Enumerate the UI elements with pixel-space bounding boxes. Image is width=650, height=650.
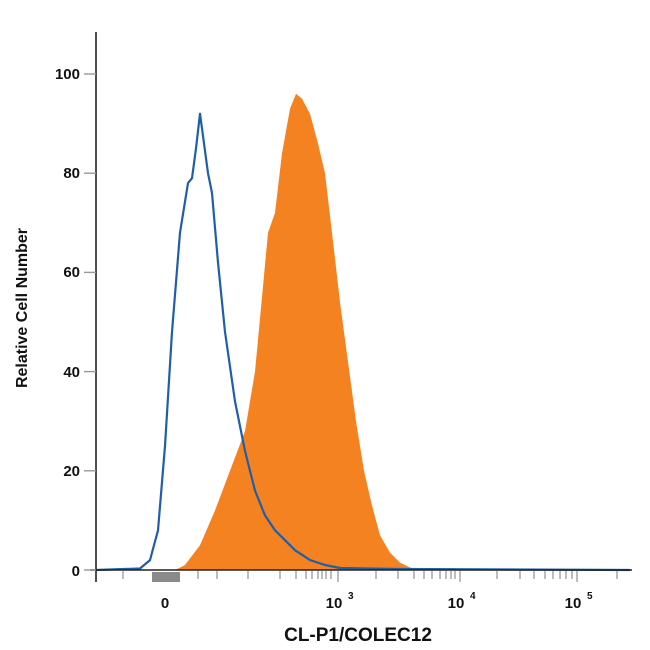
y-tick-label-100: 100: [55, 66, 80, 83]
zero-region-marker: [152, 572, 180, 582]
x-tick-label-1e4-base: 10: [448, 595, 465, 612]
isotype-histogram-line: [95, 112, 631, 572]
x-tick-label-1e5: 10 5: [565, 591, 593, 612]
x-tick-label-1e5-base: 10: [565, 595, 582, 612]
x-tick-label-1e3-exp: 3: [348, 591, 354, 602]
y-tick-label-20: 20: [63, 463, 80, 480]
x-tick-label-1e4-exp: 4: [470, 591, 476, 602]
y-tick-label-60: 60: [63, 264, 80, 281]
x-axis-title: CL-P1/COLEC12: [284, 625, 432, 646]
x-tick-label-1e5-exp: 5: [587, 591, 593, 602]
x-axis-ticks: [122, 571, 618, 582]
x-tick-label-1e3-base: 10: [326, 595, 343, 612]
y-axis-ticks: [84, 73, 96, 571]
y-axis-title: Relative Cell Number: [14, 228, 31, 388]
antibody-histogram-fill: [96, 93, 630, 571]
y-tick-label-40: 40: [63, 364, 80, 381]
y-tick-label-80: 80: [63, 165, 80, 182]
x-tick-label-0: 0: [161, 595, 169, 612]
x-tick-label-1e3: 10 3: [326, 591, 354, 612]
x-tick-label-1e4: 10 4: [448, 591, 476, 612]
y-tick-label-0: 0: [72, 563, 80, 580]
